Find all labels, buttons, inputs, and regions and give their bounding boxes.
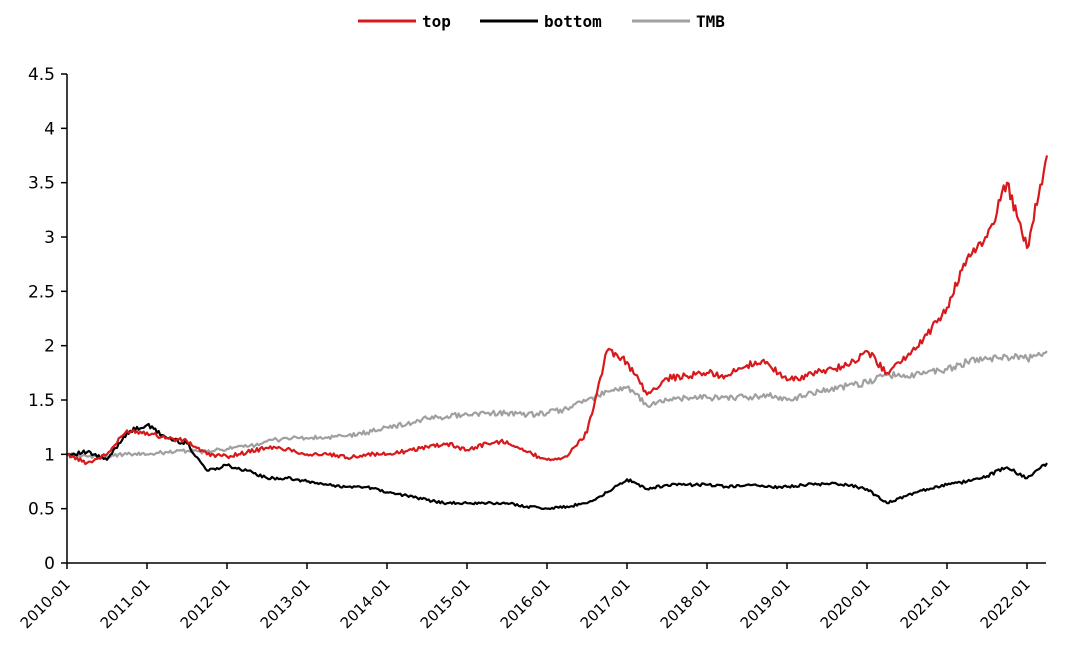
- x-tick-label: 2021-01: [897, 575, 954, 632]
- series-line-top: [66, 155, 1049, 466]
- legend-label: bottom: [544, 12, 602, 31]
- x-tick-label: 2010-01: [17, 575, 74, 632]
- legend-item-bottom: bottom: [480, 12, 602, 31]
- x-tick-label: 2022-01: [977, 575, 1034, 632]
- x-tick-label: 2013-01: [257, 575, 314, 632]
- y-tick-label: 1.5: [28, 391, 55, 411]
- y-tick-label: 3: [44, 228, 55, 248]
- series-line-tmb: [66, 350, 1048, 460]
- x-tick-label: 2014-01: [337, 575, 394, 632]
- legend-item-tmb: TMB: [632, 12, 725, 31]
- x-tick-label: 2020-01: [817, 575, 874, 632]
- x-tick-label: 2016-01: [497, 575, 554, 632]
- x-tick-label: 2019-01: [737, 575, 794, 632]
- y-tick-label: 2: [44, 337, 55, 357]
- y-tick-label: 4: [44, 119, 55, 139]
- series-line-bottom: [66, 422, 1048, 511]
- legend-label: top: [422, 12, 451, 31]
- x-tick-label: 2015-01: [417, 575, 474, 632]
- x-tick-label: 2012-01: [177, 575, 234, 632]
- x-tick-label: 2017-01: [577, 575, 634, 632]
- y-tick-label: 3.5: [28, 174, 55, 194]
- y-tick-label: 4.5: [28, 65, 55, 85]
- legend-item-top: top: [358, 12, 451, 31]
- y-tick-label: 0.5: [28, 500, 55, 520]
- x-tick-label: 2018-01: [657, 575, 714, 632]
- x-tick-label: 2011-01: [97, 575, 154, 632]
- legend-label: TMB: [696, 12, 725, 31]
- series-layer: [66, 155, 1049, 511]
- y-tick-label: 1: [44, 445, 55, 465]
- y-tick-label: 2.5: [28, 282, 55, 302]
- legend: top bottom TMB: [358, 12, 725, 31]
- axes: [66, 74, 1046, 564]
- x-ticks: 2010-01 2011-01 2012-01 2013-01 2014-01 2015-…: [17, 563, 1034, 632]
- y-ticks: 0 0.5 1 1.5 2 2.5 3 3.5 4 4.5: [28, 65, 67, 574]
- y-tick-label: 0: [44, 554, 55, 574]
